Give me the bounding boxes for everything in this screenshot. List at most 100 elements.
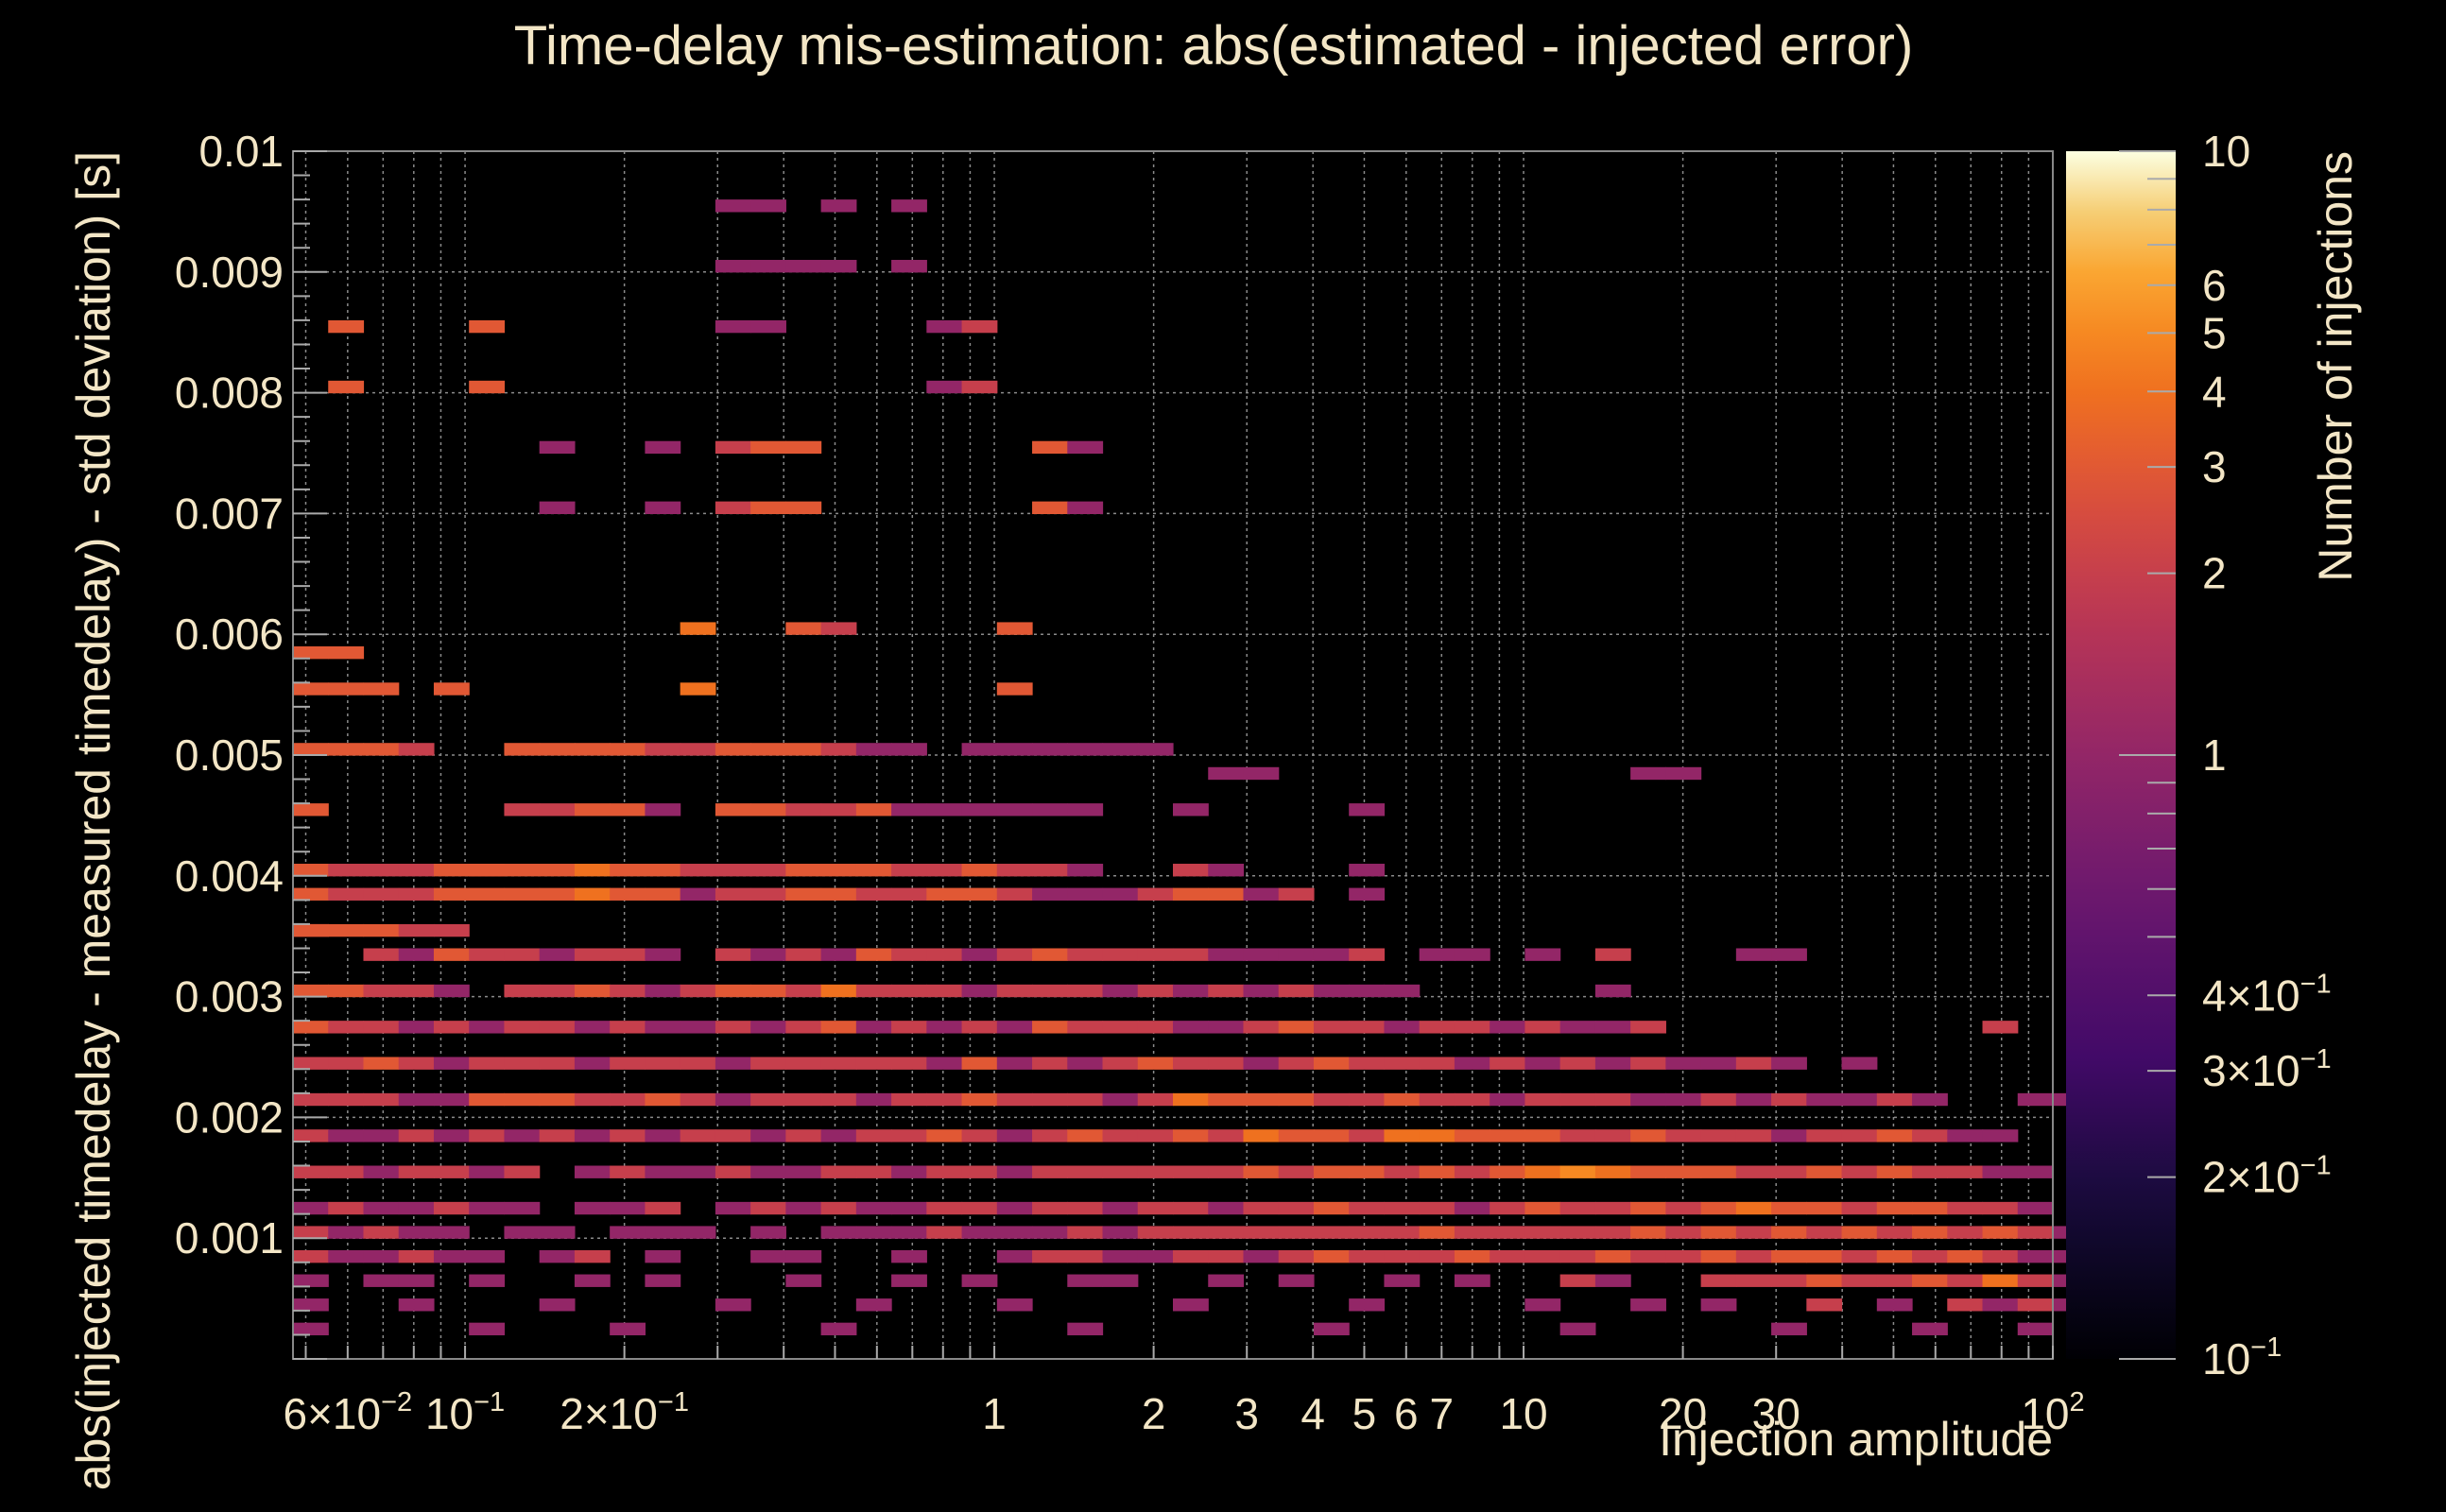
heatmap-cell [1137,1021,1174,1034]
heatmap-cell [1137,743,1174,756]
heatmap-cell [398,984,435,998]
heatmap-cell [1912,1249,1948,1263]
heatmap-cell [363,1274,400,1287]
heatmap-cell [1313,1129,1350,1143]
heatmap-cell [610,887,646,901]
heatmap-cell [328,1201,365,1215]
heatmap-cell [398,1129,435,1143]
heatmap-cell [1349,984,1386,998]
heatmap-cell [855,1092,892,1107]
heatmap-cell [328,887,365,901]
heatmap-cell [1806,1226,1843,1239]
heatmap-cell [926,1021,963,1034]
heatmap-cell [539,1021,576,1034]
heatmap-cell [1243,1226,1280,1239]
heatmap-cell [1173,1226,1209,1239]
heatmap-cell [891,1129,927,1143]
heatmap-cell [820,743,857,756]
heatmap-cell [398,864,435,877]
heatmap-cell [1912,1226,1948,1239]
heatmap-cell [645,803,681,816]
heatmap-cell [1490,1249,1525,1263]
heatmap-cell [1067,887,1104,901]
heatmap-cell [1419,1057,1456,1070]
heatmap-cell [1032,887,1068,901]
heatmap-cell [363,1057,400,1070]
heatmap-cell [1208,1249,1245,1263]
colorbar-tick-label: 4×10−1 [2202,969,2332,1020]
heatmap-cell [2017,1226,2054,1239]
heatmap-cell [504,1092,541,1107]
heatmap-cell [750,864,786,877]
heatmap-cell [328,682,365,696]
heatmap-cell [750,948,786,961]
heatmap-cell [293,1021,329,1034]
heatmap-cell [504,1165,541,1178]
heatmap-cell [469,1129,506,1143]
heatmap-cell [1630,1201,1666,1215]
heatmap-cell [891,887,927,901]
heatmap-cell [1243,1057,1280,1070]
heatmap-cell [1559,1322,1596,1336]
heatmap-cell [504,1057,541,1070]
colorbar-tick-label: 10−1 [2202,1332,2282,1383]
heatmap-cell [645,948,681,961]
heatmap-cell [785,1021,822,1034]
heatmap-cell [996,948,1033,961]
heatmap-cell [1102,1129,1139,1143]
heatmap-cell [433,682,470,696]
heatmap-cell [293,923,329,937]
heatmap-cell [961,803,998,816]
heatmap-cell [1490,1057,1525,1070]
heatmap-cell [785,1129,822,1143]
heatmap-cell [645,1226,681,1239]
heatmap-cell [433,1201,470,1215]
heatmap-cell [328,864,365,877]
x-tick-label: 30 [1752,1389,1800,1438]
heatmap-cell [1630,1021,1666,1034]
heatmap-cell [293,1057,329,1070]
y-tick-label: 0.001 [175,1213,284,1263]
heatmap-cell [961,319,998,334]
heatmap-cell [1559,1201,1596,1215]
heatmap-cell [1313,1226,1350,1239]
heatmap-cell [1278,1201,1315,1215]
heatmap-cell [1102,1274,1139,1287]
x-tick-label: 7 [1429,1389,1454,1438]
heatmap-cell [504,948,541,961]
heatmap-cell [645,984,681,998]
heatmap-cell [820,864,857,877]
heatmap-cell [996,803,1033,816]
y-axis: 0.001 0.002 0.003 0.004 0.005 0.006 0.007 0.008… [175,127,327,1360]
x-tick-label: 20 [1659,1389,1707,1438]
heatmap-cell [1349,803,1386,816]
heatmap-cell [855,948,892,961]
heatmap-cell [1032,1226,1068,1239]
heatmap-cell [433,984,470,998]
heatmap-cell [1419,1226,1456,1239]
heatmap-cell [1032,803,1068,816]
heatmap-cell [926,864,963,877]
heatmap-cell [996,622,1033,635]
heatmap-cell [1243,887,1280,901]
heatmap-cell [1243,1021,1280,1034]
heatmap-cell [1278,984,1315,998]
y-tick-label: 0.006 [175,610,284,659]
heatmap-cell [961,1129,998,1143]
heatmap-cell [926,380,963,394]
heatmap-cell [433,948,470,961]
heatmap-cell [539,984,576,998]
heatmap-cell [1841,1092,1878,1107]
heatmap-cell [1982,1249,2019,1263]
heatmap-cell [1067,1201,1104,1215]
heatmap-cell [1700,1129,1737,1143]
heatmap-cell [1067,1226,1104,1239]
heatmap-cell [1806,1201,1843,1215]
heatmap-cell [293,682,329,696]
heatmap-cell [1876,1129,1913,1143]
heatmap-cell [891,1021,927,1034]
heatmap-cell [363,743,400,756]
colorbar-tick-label: 5 [2202,308,2227,357]
chart-title: Time-delay mis-estimation: abs(estimated… [514,15,1914,77]
heatmap-cell [469,1322,506,1336]
